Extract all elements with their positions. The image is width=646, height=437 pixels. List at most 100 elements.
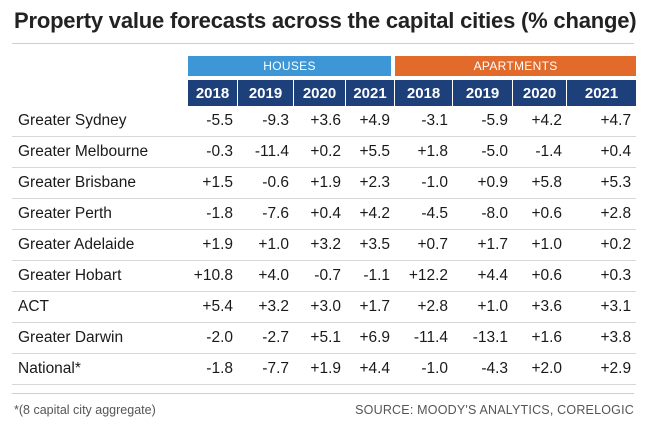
apartments-value-cell: +0.7 (395, 230, 454, 261)
city-label: Greater Perth (12, 199, 188, 230)
houses-value-cell: +3.5 (346, 230, 396, 261)
houses-value-cell: +4.0 (238, 261, 294, 292)
apartments-year-header: 2021 (567, 80, 637, 106)
table-row: Greater Sydney -5.5 -9.3 +3.6 +4.9 -3.1 -5.9 +4… (12, 106, 637, 137)
houses-value-cell: -0.3 (188, 137, 238, 168)
apartments-value-cell: +2.8 (567, 199, 637, 230)
houses-value-cell: -0.7 (294, 261, 346, 292)
source-credit: SOURCE: MOODY'S ANALYTICS, CORELOGIC (355, 403, 634, 417)
apartments-group-header: APARTMENTS (395, 56, 637, 76)
table-row: Greater Brisbane +1.5 -0.6 +1.9 +2.3 -1.0 +0.9… (12, 168, 637, 199)
apartments-value-cell: +1.7 (453, 230, 514, 261)
apartments-value-cell: +3.6 (513, 292, 568, 323)
table-row: ACT +5.4 +3.2 +3.0 +1.7 +2.8 +1.0 +3.6 +3.1 (12, 292, 637, 323)
city-label: Greater Melbourne (12, 137, 188, 168)
group-header-row: HOUSES APARTMENTS (12, 56, 637, 76)
houses-year-header: 2019 (238, 80, 294, 106)
houses-value-cell: +1.7 (346, 292, 396, 323)
houses-value-cell: +1.9 (294, 354, 346, 385)
table-row: National* -1.8 -7.7 +1.9 +4.4 -1.0 -4.3 +2.0 +2.… (12, 354, 637, 385)
houses-value-cell: +3.0 (294, 292, 346, 323)
apartments-value-cell: +0.9 (453, 168, 514, 199)
houses-year-header: 2020 (294, 80, 346, 106)
title-divider (12, 43, 634, 44)
chart-title: Property value forecasts across the capi… (14, 8, 637, 33)
houses-value-cell: +5.1 (294, 323, 346, 354)
houses-value-cell: -2.7 (238, 323, 294, 354)
group-header-spacer (12, 56, 188, 76)
apartments-year-header: 2018 (395, 80, 454, 106)
apartments-value-cell: -1.0 (395, 168, 454, 199)
table-row: Greater Melbourne -0.3 -11.4 +0.2 +5.5 +1.8 -5… (12, 137, 637, 168)
apartments-value-cell: +4.2 (513, 106, 568, 137)
houses-value-cell: -0.6 (238, 168, 294, 199)
apartments-value-cell: +1.6 (513, 323, 568, 354)
houses-value-cell: +3.2 (238, 292, 294, 323)
apartments-value-cell: +2.9 (567, 354, 637, 385)
apartments-value-cell: +2.8 (395, 292, 454, 323)
houses-value-cell: +4.9 (346, 106, 396, 137)
apartments-value-cell: +1.0 (453, 292, 514, 323)
apartments-value-cell: +4.4 (453, 261, 514, 292)
houses-value-cell: +4.2 (346, 199, 396, 230)
city-label: Greater Brisbane (12, 168, 188, 199)
apartments-value-cell: +5.8 (513, 168, 568, 199)
apartments-value-cell: +0.4 (567, 137, 637, 168)
year-header-row: 2018 2019 2020 2021 2018 2019 2020 2021 (12, 80, 637, 106)
apartments-value-cell: +2.0 (513, 354, 568, 385)
houses-group-header: HOUSES (188, 56, 396, 76)
houses-value-cell: +5.5 (346, 137, 396, 168)
houses-value-cell: -7.6 (238, 199, 294, 230)
houses-value-cell: +1.5 (188, 168, 238, 199)
houses-value-cell: +1.0 (238, 230, 294, 261)
city-label: ACT (12, 292, 188, 323)
apartments-value-cell: +12.2 (395, 261, 454, 292)
table-row: Greater Adelaide +1.9 +1.0 +3.2 +3.5 +0.7 +1.7… (12, 230, 637, 261)
city-label: Greater Adelaide (12, 230, 188, 261)
apartments-value-cell: -4.5 (395, 199, 454, 230)
apartments-year-header: 2019 (453, 80, 514, 106)
apartments-value-cell: +0.6 (513, 261, 568, 292)
houses-value-cell: +10.8 (188, 261, 238, 292)
table-row: Greater Perth -1.8 -7.6 +0.4 +4.2 -4.5 -8.0 +0.… (12, 199, 637, 230)
footnote: *(8 capital city aggregate) (14, 403, 156, 417)
houses-year-header: 2018 (188, 80, 238, 106)
apartments-value-cell: +1.8 (395, 137, 454, 168)
apartments-value-cell: -11.4 (395, 323, 454, 354)
houses-value-cell: -9.3 (238, 106, 294, 137)
table-row: Greater Hobart +10.8 +4.0 -0.7 -1.1 +12.2 +4.4… (12, 261, 637, 292)
houses-value-cell: -1.8 (188, 199, 238, 230)
apartments-value-cell: +0.2 (567, 230, 637, 261)
apartments-value-cell: -3.1 (395, 106, 454, 137)
city-label: Greater Darwin (12, 323, 188, 354)
apartments-value-cell: -5.0 (453, 137, 514, 168)
apartments-value-cell: +1.0 (513, 230, 568, 261)
apartments-value-cell: -8.0 (453, 199, 514, 230)
houses-value-cell: -5.5 (188, 106, 238, 137)
apartments-value-cell: +3.8 (567, 323, 637, 354)
year-header-spacer (12, 80, 188, 106)
apartments-value-cell: -1.0 (395, 354, 454, 385)
houses-value-cell: +0.2 (294, 137, 346, 168)
houses-value-cell: -2.0 (188, 323, 238, 354)
city-label: Greater Sydney (12, 106, 188, 137)
apartments-value-cell: +0.3 (567, 261, 637, 292)
apartments-value-cell: -4.3 (453, 354, 514, 385)
apartments-value-cell: -1.4 (513, 137, 568, 168)
city-label: Greater Hobart (12, 261, 188, 292)
apartments-value-cell: -5.9 (453, 106, 514, 137)
forecast-table: HOUSES APARTMENTS 2018 2019 2020 2021 20… (12, 56, 637, 385)
houses-value-cell: -7.7 (238, 354, 294, 385)
apartments-value-cell: +4.7 (567, 106, 637, 137)
houses-value-cell: +5.4 (188, 292, 238, 323)
houses-value-cell: +1.9 (294, 168, 346, 199)
houses-value-cell: +3.2 (294, 230, 346, 261)
apartments-year-header: 2020 (513, 80, 568, 106)
table-body: Greater Sydney -5.5 -9.3 +3.6 +4.9 -3.1 -5.9 +4… (12, 106, 637, 385)
footer-divider (12, 393, 634, 394)
houses-year-header: 2021 (346, 80, 396, 106)
city-label: National* (12, 354, 188, 385)
houses-value-cell: -11.4 (238, 137, 294, 168)
table-row: Greater Darwin -2.0 -2.7 +5.1 +6.9 -11.4 -13.1… (12, 323, 637, 354)
houses-value-cell: -1.1 (346, 261, 396, 292)
